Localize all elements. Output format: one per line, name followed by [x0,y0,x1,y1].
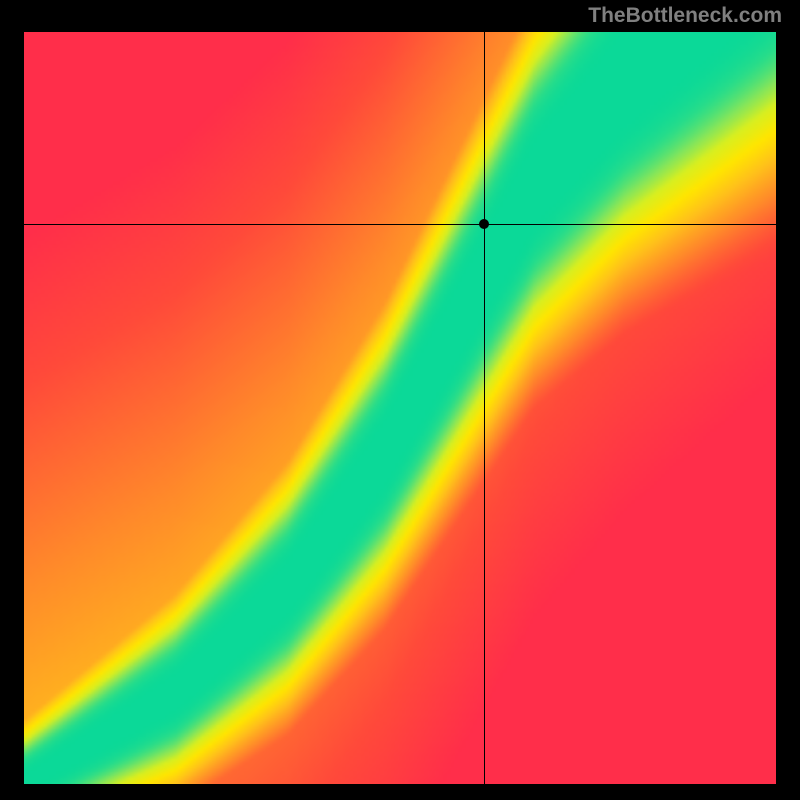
heatmap-canvas [24,32,776,784]
chart-container: TheBottleneck.com [0,0,800,800]
watermark-label: TheBottleneck.com [588,4,782,28]
crosshair-horizontal [24,224,776,225]
crosshair-vertical [484,32,485,784]
marker-point [479,219,489,229]
plot-area [24,32,776,784]
